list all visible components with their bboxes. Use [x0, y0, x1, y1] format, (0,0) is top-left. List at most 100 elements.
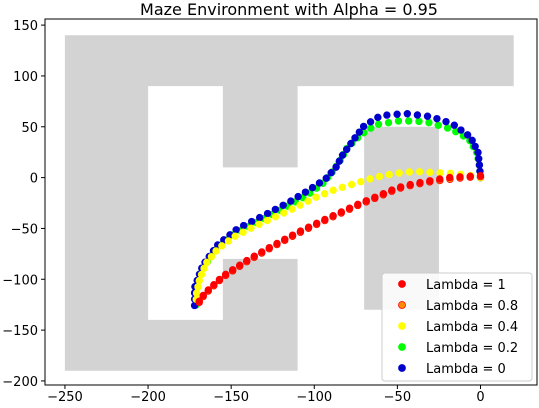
- data-point: [393, 110, 401, 118]
- data-point: [243, 256, 251, 265]
- data-point: [229, 266, 237, 274]
- data-point: [354, 200, 362, 209]
- data-point: [446, 173, 454, 182]
- data-point: [296, 201, 304, 209]
- y-tick-label: 0: [30, 172, 38, 187]
- data-point: [337, 208, 346, 216]
- y-tick-label: −200: [2, 375, 38, 390]
- legend-box: [381, 272, 533, 382]
- legend-label: Lambda = 1: [426, 278, 506, 293]
- data-point: [313, 219, 321, 228]
- legend-marker: [398, 364, 406, 372]
- legend-label: Lambda = 0.8: [426, 299, 518, 314]
- data-point: [263, 216, 272, 225]
- data-point: [203, 258, 211, 266]
- data-point: [347, 180, 356, 189]
- data-point: [210, 280, 218, 289]
- data-point: [415, 168, 424, 176]
- data-point: [315, 179, 324, 187]
- series-lambda-0: [190, 110, 485, 310]
- data-point: [308, 183, 317, 192]
- data-point: [357, 177, 365, 186]
- data-point: [294, 192, 302, 201]
- legend-marker: [398, 343, 406, 351]
- data-point: [195, 276, 203, 285]
- axes: −250 −200 −150 −100 −50 0 150 100 50 0 −50 −100 −150…: [2, 18, 538, 405]
- data-point: [338, 151, 347, 159]
- chart-title: Maze Environment with Alpha = 0.95: [140, 0, 438, 19]
- data-point: [215, 275, 224, 284]
- data-point: [394, 117, 403, 125]
- data-point: [288, 231, 297, 239]
- data-point: [366, 118, 375, 126]
- data-point: [194, 283, 202, 291]
- data-point: [239, 221, 248, 230]
- x-tick-label: −200: [130, 390, 166, 404]
- series-lambda-1: [195, 171, 485, 305]
- data-point: [347, 139, 355, 148]
- trajectory-points: [190, 110, 485, 310]
- data-point: [415, 117, 423, 126]
- data-point: [359, 122, 368, 131]
- y-tick-label: −150: [2, 324, 38, 339]
- data-point: [199, 291, 207, 300]
- data-point: [280, 209, 288, 217]
- data-point: [355, 128, 364, 136]
- data-point: [327, 168, 335, 177]
- data-point: [426, 168, 434, 177]
- data-point: [263, 209, 272, 218]
- data-point: [231, 232, 239, 240]
- y-tick-label: −50: [11, 222, 38, 237]
- legend-marker: [398, 322, 406, 330]
- legend-label: Lambda = 0: [426, 362, 506, 377]
- data-point: [413, 111, 422, 119]
- data-point: [232, 226, 240, 234]
- data-point: [374, 120, 383, 128]
- data-point: [423, 112, 432, 120]
- data-point: [442, 117, 450, 126]
- data-point: [456, 173, 464, 181]
- data-point: [265, 243, 274, 252]
- data-point: [273, 239, 281, 248]
- data-point: [388, 186, 396, 194]
- data-point: [436, 175, 444, 183]
- data-point: [218, 242, 226, 250]
- data-point: [403, 110, 412, 118]
- y-tick-label: 150: [13, 19, 38, 34]
- data-point: [258, 248, 266, 256]
- data-point: [255, 213, 264, 222]
- data-point: [426, 177, 434, 185]
- data-point: [335, 157, 343, 165]
- data-point: [304, 197, 312, 205]
- legend-marker: [398, 301, 406, 309]
- data-point: [342, 145, 351, 154]
- data-point: [366, 175, 374, 183]
- data-point: [433, 114, 441, 123]
- data-point: [385, 170, 393, 179]
- data-point: [474, 148, 482, 157]
- data-point: [224, 237, 233, 245]
- data-point: [279, 201, 287, 209]
- data-point: [287, 197, 295, 205]
- data-point: [371, 193, 379, 201]
- data-point: [434, 121, 442, 129]
- legend-label: Lambda = 0.2: [426, 341, 518, 356]
- data-point: [425, 118, 433, 127]
- x-tick-label: 0: [476, 390, 484, 404]
- x-tick-label: −250: [47, 390, 83, 404]
- data-point: [304, 223, 313, 231]
- data-point: [329, 212, 337, 220]
- data-point: [468, 136, 476, 145]
- maze-wall-main: [64, 35, 514, 371]
- data-point: [395, 169, 403, 177]
- data-point: [436, 169, 444, 177]
- data-point: [332, 163, 340, 171]
- data-point: [351, 134, 359, 142]
- data-point: [476, 171, 485, 180]
- data-point: [457, 126, 465, 134]
- y-tick-label: 50: [21, 121, 38, 136]
- legend-label: Lambda = 0.4: [426, 320, 518, 335]
- data-point: [312, 193, 320, 201]
